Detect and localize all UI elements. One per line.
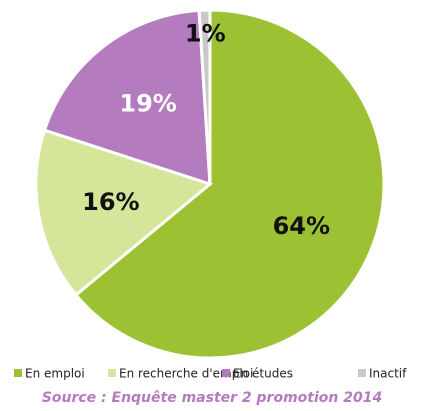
legend-label: En études: [233, 367, 293, 381]
legend-swatch: [108, 369, 116, 377]
legend-label: En emploi: [25, 367, 85, 381]
pie-slice: [197, 8, 212, 185]
legend-swatch: [222, 369, 230, 377]
pie-slice: [42, 8, 212, 187]
pie-slice: [73, 8, 386, 360]
slice-label: 19%: [119, 89, 176, 117]
legend-label: Inactif: [369, 367, 407, 381]
legend-swatch: [14, 369, 22, 377]
slice-label: 16%: [82, 188, 139, 216]
legend-label: En recherche d'emploi: [119, 367, 253, 381]
slice-label: 1%: [185, 19, 226, 47]
source-caption: Source : Enquête master 2 promotion 2014: [42, 390, 382, 406]
slice-label: 64%: [273, 212, 330, 240]
legend-swatch: [358, 369, 366, 377]
